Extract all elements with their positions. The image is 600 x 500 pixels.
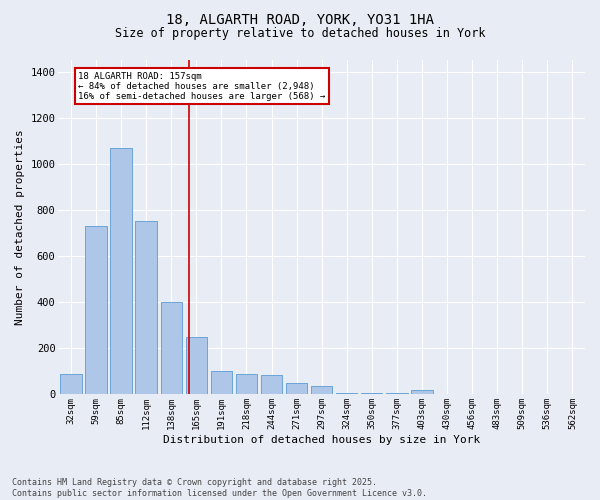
Text: 18 ALGARTH ROAD: 157sqm
← 84% of detached houses are smaller (2,948)
16% of semi: 18 ALGARTH ROAD: 157sqm ← 84% of detache… xyxy=(79,72,326,102)
Bar xyxy=(261,375,282,394)
Text: Contains HM Land Registry data © Crown copyright and database right 2025.
Contai: Contains HM Land Registry data © Crown c… xyxy=(12,478,427,498)
Bar xyxy=(311,386,332,394)
Bar xyxy=(412,390,433,394)
X-axis label: Distribution of detached houses by size in York: Distribution of detached houses by size … xyxy=(163,435,480,445)
Text: 18, ALGARTH ROAD, YORK, YO31 1HA: 18, ALGARTH ROAD, YORK, YO31 1HA xyxy=(166,12,434,26)
Bar xyxy=(136,222,157,394)
Bar xyxy=(211,372,232,394)
Bar xyxy=(85,226,107,394)
Bar xyxy=(110,148,131,394)
Bar xyxy=(286,383,307,394)
Bar xyxy=(185,337,207,394)
Bar xyxy=(161,302,182,394)
Text: Size of property relative to detached houses in York: Size of property relative to detached ho… xyxy=(115,28,485,40)
Y-axis label: Number of detached properties: Number of detached properties xyxy=(15,130,25,325)
Bar xyxy=(60,374,82,394)
Bar xyxy=(236,374,257,394)
